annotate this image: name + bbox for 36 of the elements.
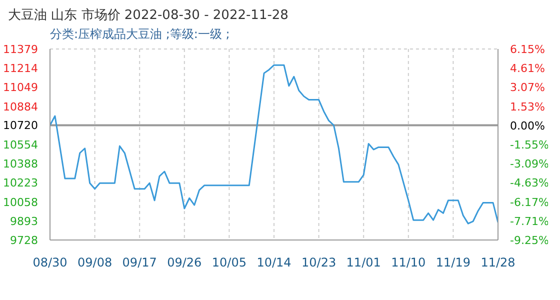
y2-tick-label: -3.09%	[510, 158, 549, 171]
y2-tick-label: 6.15%	[510, 43, 545, 56]
chart-title: 大豆油 山东 市场价 2022-08-30 - 2022-11-28	[8, 7, 288, 24]
y-tick-label: 11379	[3, 43, 38, 56]
y2-tick-label: 4.61%	[510, 62, 545, 76]
y2-tick-label: -7.71%	[510, 214, 549, 228]
x-tick-label: 11/19	[436, 256, 470, 270]
y2-tick-label: 0.00%	[510, 119, 545, 132]
x-tick-label: 08/30	[32, 256, 68, 270]
y-tick-label: 10884	[3, 100, 38, 114]
x-tick-label: 11/01	[346, 256, 381, 270]
y-tick-label: 11214	[3, 62, 38, 76]
y-tick-label: 10058	[3, 196, 38, 209]
y2-tick-label: -4.63%	[510, 176, 549, 190]
x-tick-label: 09/17	[122, 256, 157, 270]
y-tick-label: 10388	[3, 158, 38, 171]
x-tick-label: 11/10	[391, 256, 426, 270]
y-tick-label: 11049	[3, 81, 38, 94]
x-tick-label: 10/14	[256, 256, 292, 270]
y2-tick-label: 3.07%	[510, 81, 545, 94]
y-tick-label: 10720	[3, 119, 38, 132]
y2-tick-label: -6.17%	[510, 196, 549, 209]
x-tick-label: 11/28	[480, 256, 516, 270]
y2-tick-label: -9.25%	[510, 234, 549, 247]
y-tick-label: 10554	[3, 138, 38, 152]
x-tick-label: 09/08	[78, 256, 112, 270]
y2-tick-label: 1.53%	[510, 100, 545, 114]
y-tick-label: 9893	[10, 214, 38, 228]
x-tick-label: 09/26	[167, 256, 202, 270]
y-tick-label: 10223	[3, 176, 38, 190]
x-tick-label: 10/05	[212, 256, 246, 270]
chart-subtitle: 分类:压榨成品大豆油 ;等级:一级 ;	[50, 26, 230, 43]
line-series	[50, 64, 498, 224]
y-tick-label: 9728	[10, 234, 38, 247]
x-tick-label: 10/23	[302, 256, 336, 270]
y2-tick-label: -1.55%	[510, 138, 549, 152]
